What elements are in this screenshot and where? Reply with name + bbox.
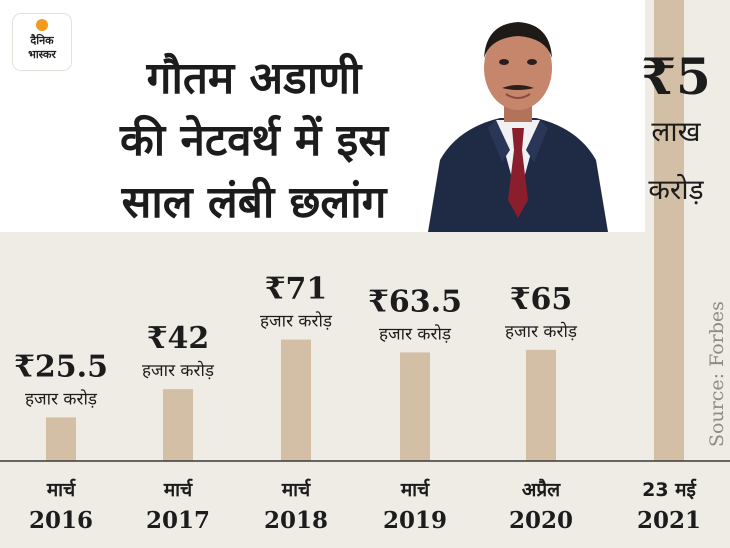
headline-line-3: साल लंबी छलांग — [121, 177, 387, 228]
value-unit-2020: हजार करोड़ — [505, 321, 578, 342]
x-tick-year-2021: 2021 — [637, 507, 701, 534]
value-unit-2017: हजार करोड़ — [142, 360, 215, 381]
x-tick-month-2021: 23 मई — [642, 478, 697, 501]
bar-2016 — [46, 417, 76, 461]
portrait-illustration — [428, 22, 608, 232]
logo-line-1: दैनिक — [30, 34, 54, 47]
bar-2020 — [526, 349, 556, 461]
bar-2017 — [163, 389, 193, 461]
x-tick-year-2019: 2019 — [383, 507, 447, 534]
peak-value-unit-1: लाख — [651, 115, 701, 148]
logo-line-2: भास्कर — [28, 48, 56, 61]
value-label-2017: ₹42 — [147, 321, 210, 356]
value-label-2020: ₹65 — [510, 282, 573, 317]
value-unit-2016: हजार करोड़ — [25, 388, 98, 409]
headline: गौतम अडाणी की नेटवर्थ में इस साल लंबी छल… — [74, 48, 434, 234]
bar-2018 — [281, 339, 311, 461]
dainik-bhaskar-logo: दैनिक भास्कर — [13, 14, 71, 70]
value-unit-2018: हजार करोड़ — [260, 311, 333, 332]
value-label-2019: ₹63.5 — [368, 284, 462, 319]
value-unit-2019: हजार करोड़ — [379, 323, 452, 344]
x-tick-month-2016: मार्च — [46, 478, 76, 501]
x-tick-year-2017: 2017 — [146, 507, 210, 534]
bar-2021 — [654, 0, 684, 461]
bar-2019 — [400, 352, 430, 461]
source-credit: Source: Forbes — [706, 301, 728, 447]
x-tick-year-2020: 2020 — [509, 507, 573, 534]
x-tick-year-2018: 2018 — [264, 507, 328, 534]
title-panel: दैनिक भास्कर गौतम अडाणी की नेटवर्थ में इ… — [0, 0, 645, 232]
value-label-2018: ₹71 — [265, 272, 328, 307]
x-tick-month-2018: मार्च — [281, 478, 311, 501]
headline-line-1: गौतम अडाणी — [146, 53, 362, 104]
peak-value-amount: ₹5 — [641, 47, 711, 106]
sun-icon — [36, 19, 48, 31]
x-tick-month-2019: मार्च — [400, 478, 430, 501]
x-tick-year-2016: 2016 — [29, 507, 93, 534]
value-label-2016: ₹25.5 — [14, 349, 108, 384]
headline-line-2: की नेटवर्थ में इस — [120, 115, 388, 166]
peak-value-unit-2: करोड़ — [648, 173, 704, 206]
x-tick-month-2017: मार्च — [163, 478, 193, 501]
x-tick-month-2020: अप्रैल — [522, 478, 561, 501]
